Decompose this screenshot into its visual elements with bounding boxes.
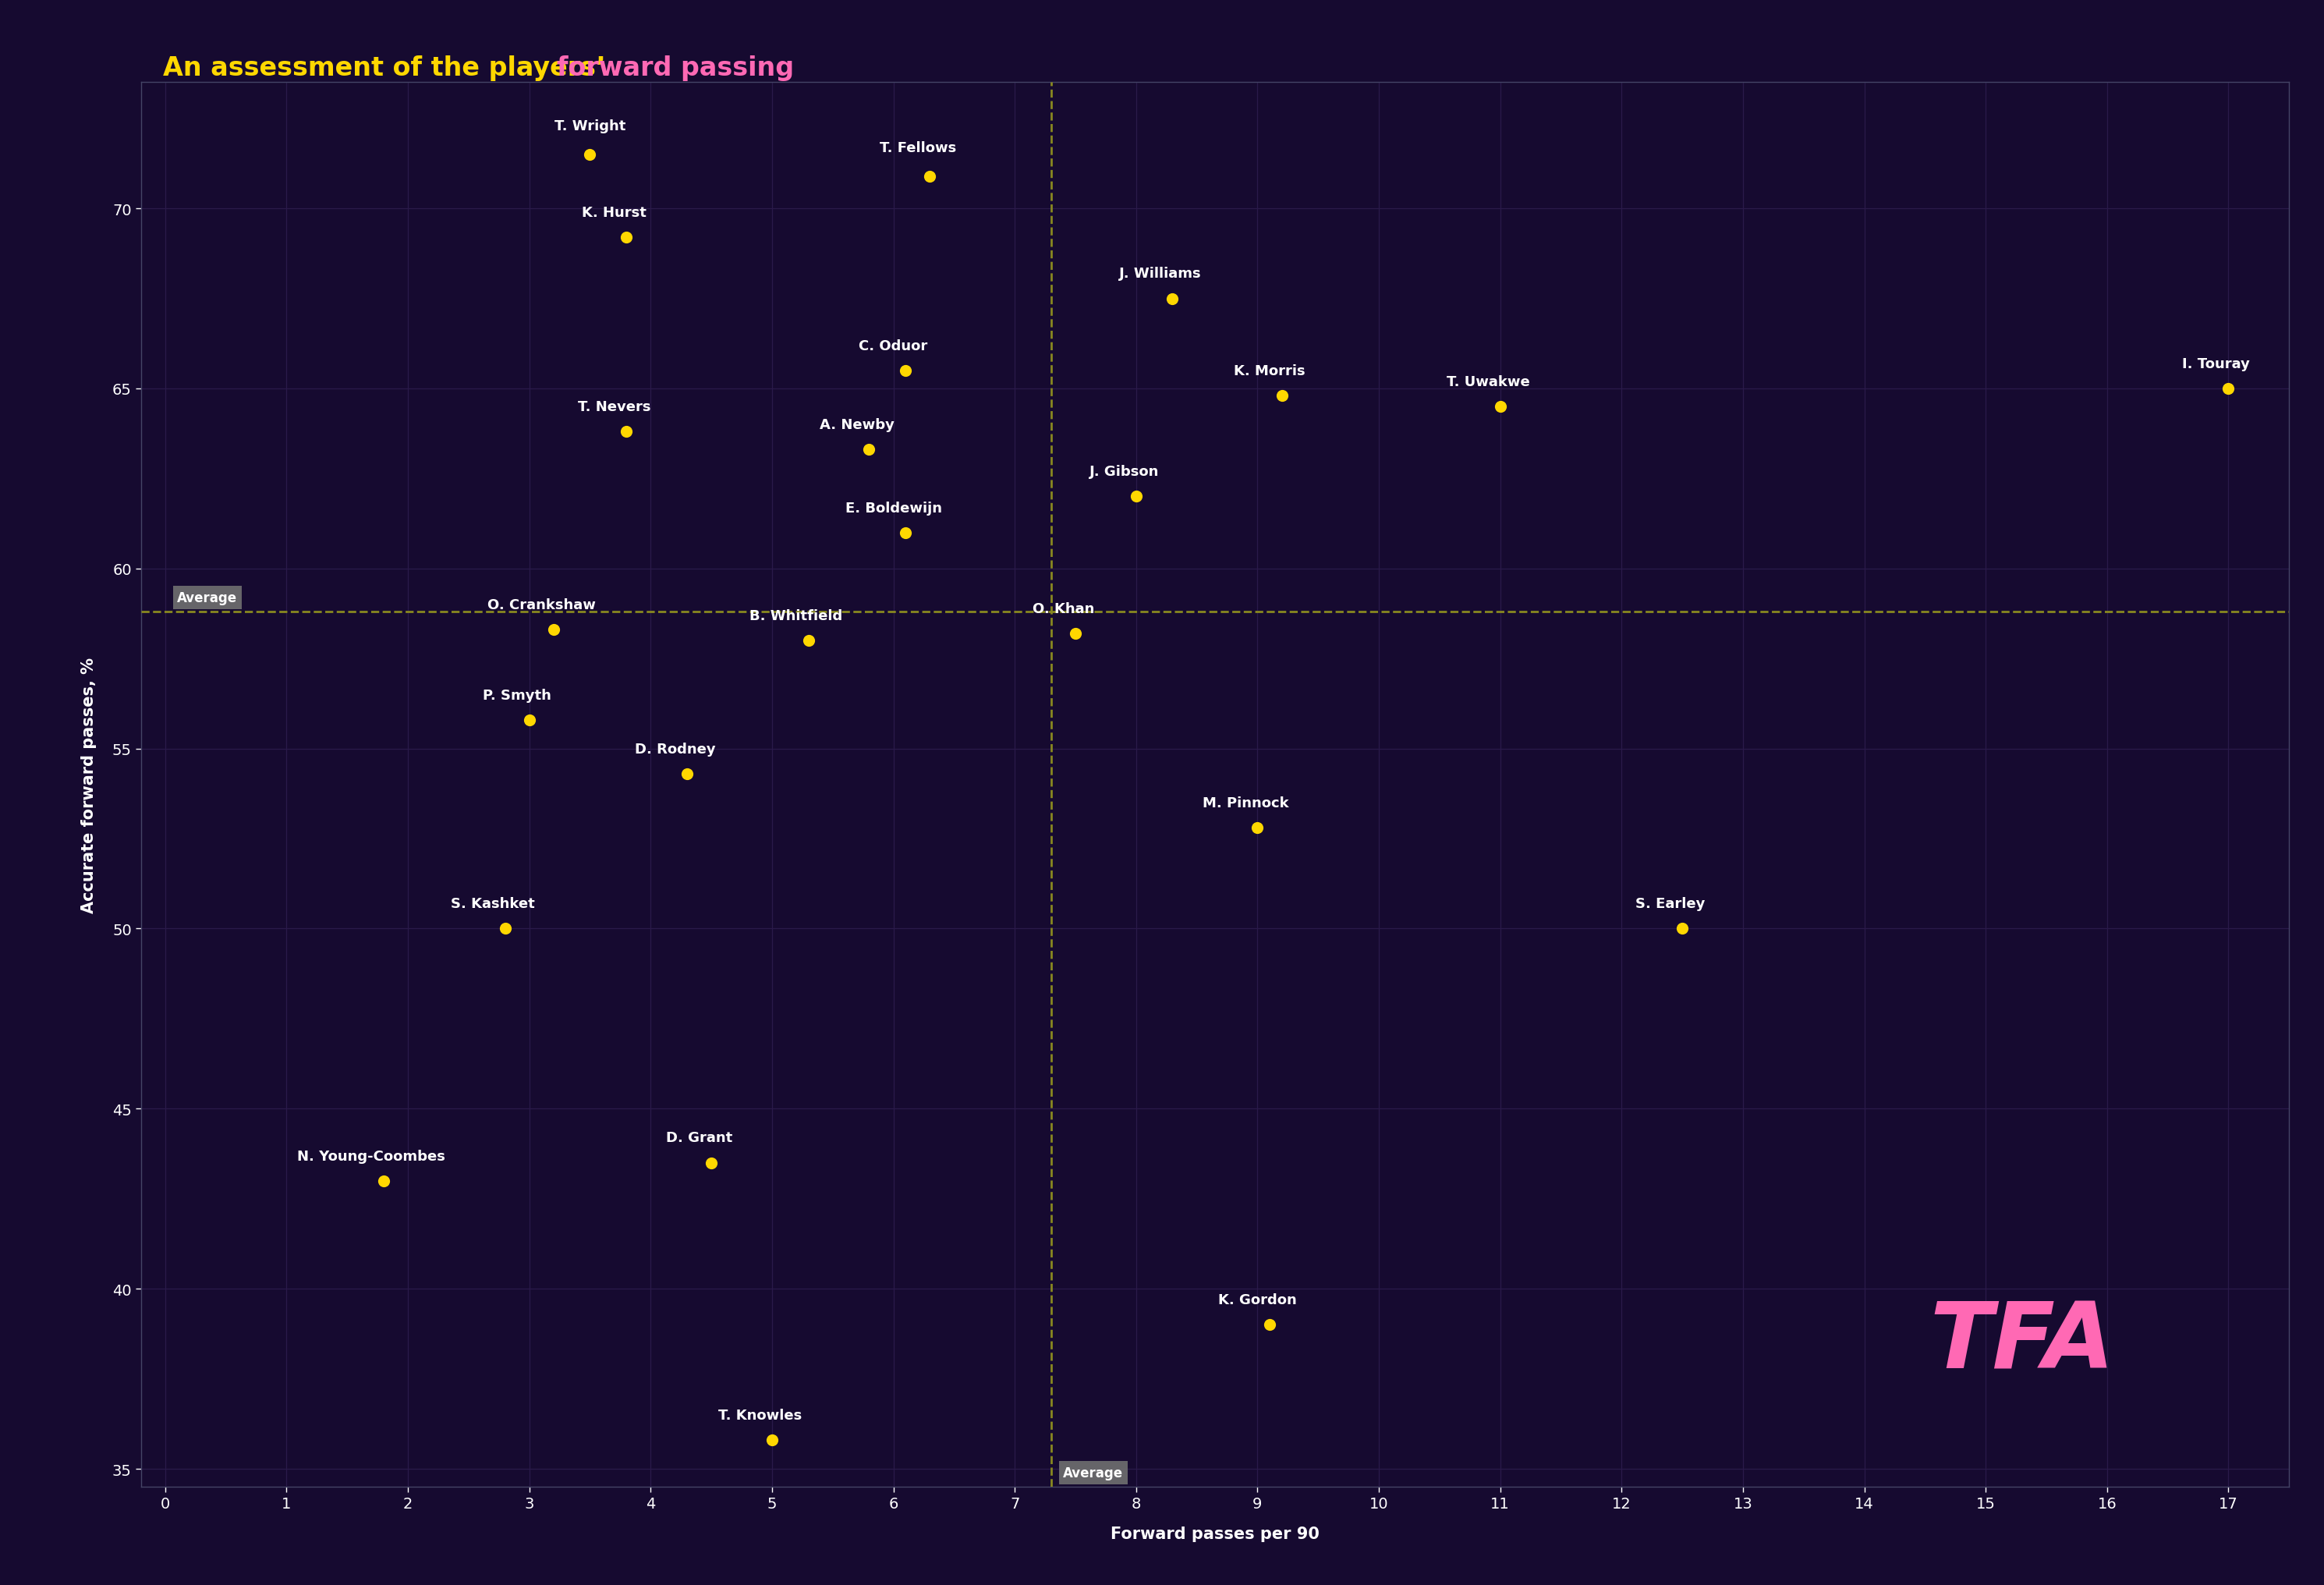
Point	[1155, 287, 1192, 312]
Text: O. Crankshaw: O. Crankshaw	[488, 598, 595, 612]
Text: T. Nevers: T. Nevers	[579, 399, 651, 414]
Point	[609, 420, 646, 445]
Text: TFA: TFA	[1929, 1298, 2115, 1388]
Text: E. Boldewijn: E. Boldewijn	[846, 501, 941, 515]
Point	[1118, 485, 1155, 510]
Point	[888, 358, 925, 384]
Point	[365, 1168, 402, 1194]
Text: K. Hurst: K. Hurst	[581, 206, 646, 220]
Text: D. Grant: D. Grant	[667, 1130, 732, 1144]
Text: A. Newby: A. Newby	[820, 418, 895, 433]
Text: T. Knowles: T. Knowles	[718, 1407, 802, 1422]
Text: T. Fellows: T. Fellows	[878, 141, 955, 155]
Text: forward passing: forward passing	[555, 55, 795, 81]
Text: I. Touray: I. Touray	[2182, 357, 2250, 371]
Point	[693, 1151, 730, 1176]
Point	[911, 163, 948, 189]
Point	[2210, 376, 2247, 401]
Point	[511, 707, 548, 732]
Y-axis label: Accurate forward passes, %: Accurate forward passes, %	[81, 658, 98, 913]
Point	[535, 618, 572, 644]
Point	[1250, 1312, 1287, 1338]
Point	[1239, 815, 1276, 840]
Text: S. Kashket: S. Kashket	[451, 897, 535, 911]
Text: Average: Average	[177, 591, 237, 605]
Text: T. Wright: T. Wright	[555, 119, 625, 133]
Text: Average: Average	[1064, 1466, 1122, 1480]
Point	[851, 437, 888, 463]
Text: M. Pinnock: M. Pinnock	[1202, 796, 1287, 810]
Point	[1057, 621, 1095, 647]
X-axis label: Forward passes per 90: Forward passes per 90	[1111, 1526, 1320, 1542]
Point	[888, 520, 925, 545]
Point	[609, 225, 646, 250]
Text: C. Oduor: C. Oduor	[860, 339, 927, 353]
Point	[1264, 384, 1301, 409]
Text: O. Khan: O. Khan	[1032, 602, 1095, 615]
Text: J. Gibson: J. Gibson	[1090, 464, 1160, 479]
Point	[669, 761, 706, 786]
Text: P. Smyth: P. Smyth	[483, 688, 551, 702]
Text: D. Rodney: D. Rodney	[634, 742, 716, 756]
Text: J. Williams: J. Williams	[1120, 266, 1202, 281]
Text: K. Morris: K. Morris	[1234, 365, 1306, 379]
Text: K. Gordon: K. Gordon	[1218, 1293, 1297, 1308]
Point	[486, 916, 523, 941]
Text: N. Young-Coombes: N. Young-Coombes	[297, 1149, 446, 1163]
Text: B. Whitfield: B. Whitfield	[751, 609, 844, 623]
Point	[790, 628, 827, 653]
Point	[753, 1428, 790, 1453]
Point	[572, 143, 609, 168]
Text: T. Uwakwe: T. Uwakwe	[1446, 376, 1529, 388]
Point	[1483, 395, 1520, 420]
Point	[1664, 916, 1701, 941]
Text: An assessment of the players’: An assessment of the players’	[163, 55, 614, 81]
Text: S. Earley: S. Earley	[1636, 897, 1706, 911]
